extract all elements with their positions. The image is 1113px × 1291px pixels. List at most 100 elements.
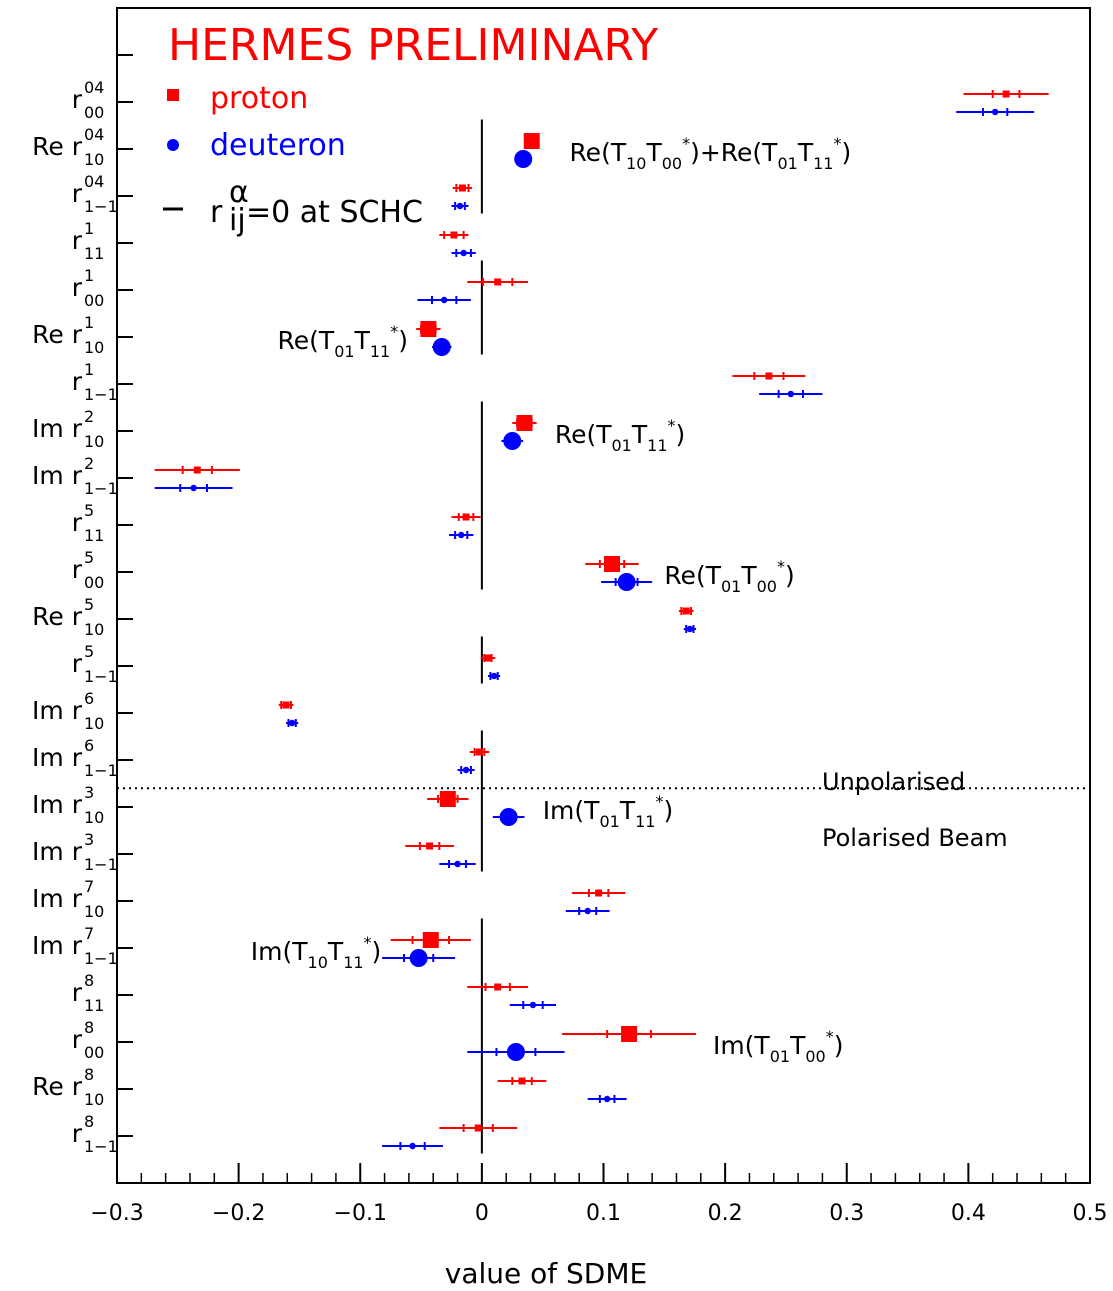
annotation-piece: 00 xyxy=(757,577,777,596)
row-label-subscript: 10 xyxy=(84,620,104,639)
legend-schc-rest: =0 at SCHC xyxy=(246,195,423,230)
row-label-base: r xyxy=(72,461,83,490)
row-label-prefix: Im xyxy=(32,414,72,443)
proton-point xyxy=(451,513,481,521)
row-label: r xyxy=(72,1119,83,1148)
row-label-superscript: 8 xyxy=(84,1065,94,1084)
legend-proton-marker xyxy=(167,89,179,101)
proton-marker xyxy=(420,321,437,337)
row-label-superscript: 7 xyxy=(84,924,94,943)
deuteron-point xyxy=(956,108,1035,116)
row-label-base: r xyxy=(72,978,83,1007)
row-label-subscript: 11 xyxy=(84,244,104,263)
proton-marker xyxy=(193,466,201,474)
deuteron-point xyxy=(451,202,469,210)
annotation-label: Im(T10T11*) xyxy=(251,933,382,972)
annotation-piece: * xyxy=(833,134,841,153)
row-label-superscript: 8 xyxy=(84,971,94,990)
annotation-piece: T xyxy=(327,937,344,966)
annotation-label: Re(T10T00*)+Re(T01T11*) xyxy=(569,134,851,173)
deuteron-point xyxy=(509,1001,557,1009)
proton-point xyxy=(585,556,639,572)
row-label: Re r xyxy=(32,1072,83,1101)
annotation-piece: 01 xyxy=(770,1047,790,1066)
x-tick-label: −0.3 xyxy=(90,1201,143,1226)
row-label-superscript: 1 xyxy=(84,266,94,285)
proton-marker xyxy=(462,513,470,521)
proton-point xyxy=(678,607,694,615)
proton-marker xyxy=(682,607,690,615)
deuteron-marker xyxy=(460,249,467,257)
proton-marker xyxy=(422,932,439,948)
proton-marker xyxy=(439,791,456,807)
row-label: r xyxy=(72,508,83,537)
row-label: r xyxy=(72,226,83,255)
row-label-superscript: 5 xyxy=(84,642,94,661)
row-label-subscript: 10 xyxy=(84,808,104,827)
proton-marker xyxy=(494,983,502,991)
row-label-base: r xyxy=(72,649,83,678)
annotation-piece: 01 xyxy=(334,342,354,361)
annotation-piece: )+Re(T xyxy=(690,138,778,167)
annotation-piece: 01 xyxy=(777,154,797,173)
annotation-piece: Re(T xyxy=(569,138,626,167)
legend-deuteron-marker xyxy=(167,139,179,151)
row-label-subscript: 11 xyxy=(84,526,104,545)
legend-schc-superscript: α xyxy=(229,175,249,210)
proton-marker xyxy=(518,1077,526,1085)
deuteron-point xyxy=(451,249,476,257)
row-label: Im r xyxy=(32,931,83,960)
row-label-subscript: 10 xyxy=(84,1090,104,1109)
row-label-base: r xyxy=(72,931,83,960)
row-label: Re r xyxy=(32,602,83,631)
proton-point xyxy=(452,184,473,192)
proton-point xyxy=(467,278,529,286)
deuteron-marker xyxy=(991,108,999,116)
proton-point xyxy=(405,842,454,850)
proton-point xyxy=(278,701,294,709)
deuteron-marker xyxy=(529,1001,537,1009)
annotation-label: Re(T01T11*) xyxy=(278,322,408,361)
row-label: r xyxy=(72,367,83,396)
deuteron-point xyxy=(432,338,452,356)
proton-point xyxy=(571,889,626,897)
legend-deuteron-label: deuteron xyxy=(210,128,346,163)
annotation-label: Re(T01T11*) xyxy=(555,416,685,455)
annotation-piece: 01 xyxy=(721,577,741,596)
row-label-base: r xyxy=(72,414,83,443)
row-label: r xyxy=(72,85,83,114)
annotation-piece: * xyxy=(826,1027,834,1046)
row-label-subscript: 11 xyxy=(84,996,104,1015)
proton-point xyxy=(497,1077,547,1085)
x-tick-label: 0.1 xyxy=(586,1201,621,1226)
deuteron-marker xyxy=(190,484,197,492)
row-label: r xyxy=(72,273,83,302)
proton-marker xyxy=(1002,90,1010,98)
row-label-superscript: 7 xyxy=(84,877,94,896)
row-label-superscript: 5 xyxy=(84,595,94,614)
row-label: r xyxy=(72,1025,83,1054)
row-label: Im r xyxy=(32,884,83,913)
row-label-prefix: Re xyxy=(32,320,72,349)
row-label-prefix: Im xyxy=(32,790,72,819)
annotation-piece: ) xyxy=(841,138,851,167)
deuteron-marker xyxy=(454,860,461,868)
deuteron-marker xyxy=(603,1095,611,1103)
legend-schc-subscript: ij xyxy=(229,203,246,238)
x-tick-label: −0.2 xyxy=(212,1201,265,1226)
legend-schc-label: r xyxy=(210,195,223,230)
deuteron-point xyxy=(601,573,653,591)
row-label-subscript: 10 xyxy=(84,902,104,921)
deuteron-point xyxy=(382,949,456,967)
annotation-piece: * xyxy=(777,557,785,576)
annotation-piece: 11 xyxy=(370,342,390,361)
row-label-subscript: 1−1 xyxy=(84,761,118,780)
annotation-piece: * xyxy=(390,322,398,341)
row-label-superscript: 8 xyxy=(84,1018,94,1037)
annotation-piece: Im(T xyxy=(713,1031,770,1060)
row-label-subscript: 1−1 xyxy=(84,197,118,216)
annotations: Re(T10T00*)+Re(T01T11*)Re(T01T11*)Re(T01… xyxy=(251,134,851,1066)
row-label-prefix: Im xyxy=(32,884,72,913)
